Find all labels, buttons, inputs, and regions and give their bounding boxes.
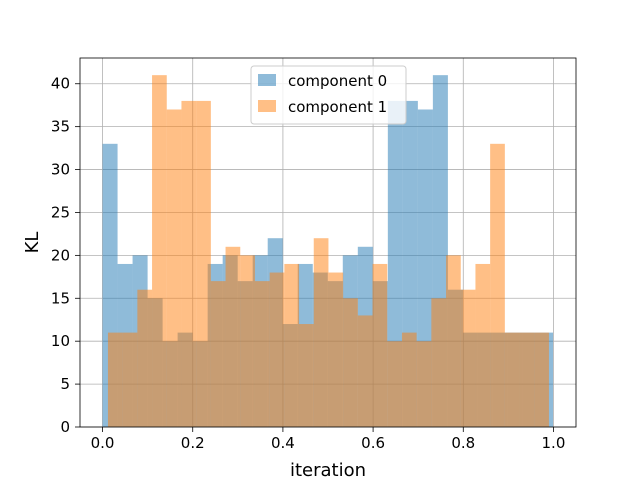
bar-series-1-bin-17 bbox=[357, 315, 373, 427]
y-tick-label-3: 15 bbox=[51, 289, 70, 307]
bar-series-1-bin-26 bbox=[490, 143, 505, 427]
x-tick-label-2: 0.4 bbox=[271, 434, 295, 452]
bar-series-1-bin-15 bbox=[328, 272, 344, 427]
bar-series-1-bin-1 bbox=[122, 332, 138, 427]
x-tick-label-1: 0.2 bbox=[181, 434, 205, 452]
axes-frame bbox=[79, 57, 577, 428]
bar-series-1-bin-11 bbox=[269, 272, 285, 427]
y-tick-label-4: 20 bbox=[51, 246, 70, 264]
legend-swatch-component-1 bbox=[258, 100, 276, 112]
bar-series-1-bin-24 bbox=[460, 289, 476, 427]
y-tick-label-1: 5 bbox=[60, 375, 70, 393]
bar-series-1-bin-3 bbox=[152, 75, 167, 428]
legend-box bbox=[250, 65, 407, 125]
y-tick-label-5: 25 bbox=[51, 203, 70, 221]
bar-series-1-bin-27 bbox=[504, 332, 520, 427]
y-tick-label-0: 0 bbox=[60, 418, 70, 436]
bar-series-1-bin-18 bbox=[372, 263, 388, 427]
bar-series-1-bin-10 bbox=[254, 281, 270, 427]
bar-series-1-bin-19 bbox=[387, 341, 402, 427]
bar-series-1-bin-28 bbox=[519, 332, 535, 427]
legend-label-component-1: component 1 bbox=[288, 98, 387, 116]
bar-series-1-bin-13 bbox=[299, 324, 314, 427]
bar-series-1-bin-9 bbox=[240, 255, 255, 427]
bar-series-1-bin-29 bbox=[534, 332, 549, 427]
x-tick-label-0: 0.0 bbox=[91, 434, 115, 452]
bar-series-1-bin-2 bbox=[137, 289, 153, 427]
bar-series-1-bin-0 bbox=[107, 332, 123, 427]
bar-series-1-bin-21 bbox=[416, 341, 432, 427]
bar-series-1-bin-16 bbox=[343, 298, 358, 427]
bar-series-1-bin-7 bbox=[210, 281, 226, 427]
x-tick-label-4: 0.8 bbox=[451, 434, 475, 452]
bar-series-1-bin-12 bbox=[284, 263, 300, 427]
bar-series-1-bin-5 bbox=[181, 100, 197, 427]
ticks: 0.0 0.2 0.4 0.6 0.8 1.0 0 5 10 15 20 25 30 35 40 bbox=[51, 75, 565, 452]
y-tick-label-6: 30 bbox=[51, 161, 70, 179]
y-axis-label: KL bbox=[22, 232, 43, 254]
x-axis-label: iteration bbox=[290, 460, 366, 480]
y-tick-label-8: 40 bbox=[51, 75, 70, 93]
bar-series-1-bin-22 bbox=[431, 298, 447, 427]
bar-series-1-bin-14 bbox=[313, 238, 329, 427]
bar-series-1-bin-4 bbox=[166, 109, 182, 427]
y-tick-label-2: 10 bbox=[51, 332, 70, 350]
y-tick-label-7: 35 bbox=[51, 118, 70, 136]
series-1-bars bbox=[107, 75, 549, 428]
bar-series-1-bin-6 bbox=[196, 100, 211, 427]
legend-swatch-component-0 bbox=[258, 74, 276, 86]
bars bbox=[102, 75, 554, 428]
bar-series-1-bin-23 bbox=[446, 255, 461, 427]
legend-label-component-0: component 0 bbox=[288, 72, 387, 90]
x-tick-label-3: 0.6 bbox=[361, 434, 385, 452]
bar-series-1-bin-20 bbox=[401, 332, 417, 427]
legend: component 0 component 1 bbox=[250, 65, 407, 125]
bar-series-1-bin-8 bbox=[225, 246, 241, 427]
x-tick-label-5: 1.0 bbox=[542, 434, 566, 452]
bar-series-1-bin-25 bbox=[475, 263, 491, 427]
